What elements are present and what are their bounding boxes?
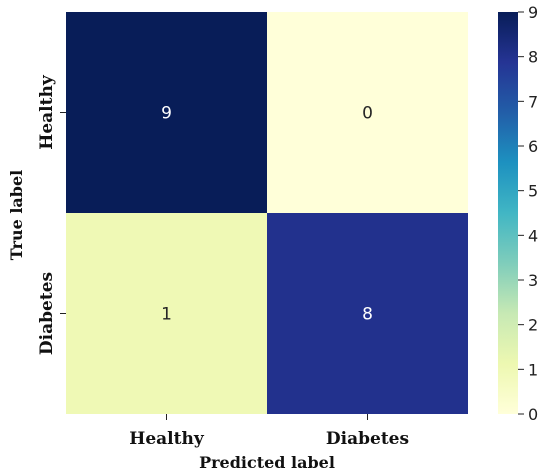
x-tick-label: Healthy [129, 429, 205, 449]
heatmap-cell [66, 213, 267, 414]
colorbar [498, 12, 518, 414]
colorbar-tick-label: 4 [528, 226, 538, 245]
heatmap-cell [267, 213, 468, 414]
cell-value-label: 1 [161, 305, 172, 325]
y-tick-label: Diabetes [37, 272, 57, 355]
colorbar-ticks: 0 1 2 3 4 5 6 7 8 9 [518, 3, 538, 424]
cell-value-label: 0 [362, 104, 373, 124]
colorbar-tick-label: 8 [528, 48, 538, 67]
y-tick-label: Healthy [37, 74, 57, 150]
colorbar-tick-label: 0 [528, 405, 538, 424]
colorbar-tick-label: 1 [528, 360, 538, 379]
heatmap-cell [66, 12, 267, 213]
heatmap-cells [66, 12, 468, 414]
x-tick-label: Diabetes [326, 429, 409, 449]
y-axis-ticks: Healthy Diabetes [37, 74, 66, 355]
colorbar-tick-label: 2 [528, 316, 538, 335]
colorbar-tick-label: 6 [528, 137, 538, 156]
x-axis-ticks: Healthy Diabetes [129, 414, 409, 449]
x-axis-title: Predicted label [199, 453, 335, 472]
y-axis-title: True label [7, 170, 26, 260]
heatmap-cell-labels: 9 0 1 8 [161, 104, 373, 325]
colorbar-tick-label: 5 [528, 182, 538, 201]
colorbar-gradient [498, 12, 518, 414]
colorbar-tick-label: 7 [528, 92, 538, 111]
cell-value-label: 8 [362, 305, 373, 325]
colorbar-tick-label: 3 [528, 271, 538, 290]
heatmap-cell [267, 12, 468, 213]
colorbar-tick-label: 9 [528, 3, 538, 22]
cell-value-label: 9 [161, 104, 172, 124]
